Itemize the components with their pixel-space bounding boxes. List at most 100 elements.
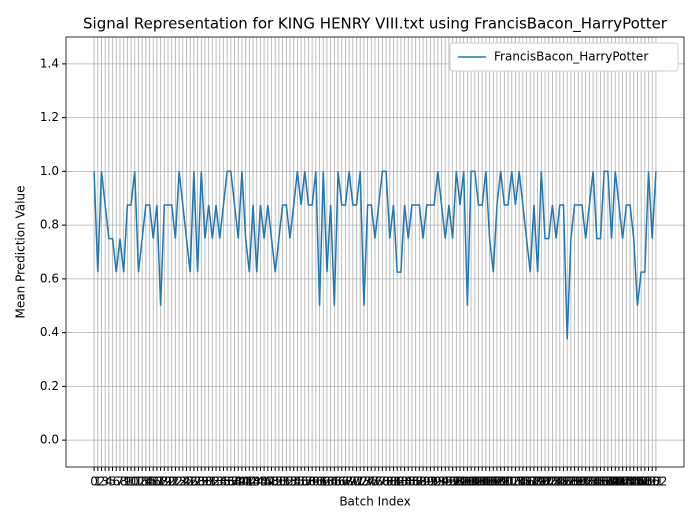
x-tick-label: 11 [127, 475, 142, 489]
x-tick-label: 65 [327, 475, 342, 489]
x-tick-label: 143 [611, 475, 634, 489]
x-tick-label: 47 [260, 475, 275, 489]
x-tick-label: 127 [552, 475, 575, 489]
x-tick-label: 81 [386, 475, 401, 489]
x-tick-label: 58 [301, 475, 316, 489]
x-tick-label: 128 [556, 475, 579, 489]
x-tick-label: 101 [456, 475, 479, 489]
x-tick-label: 140 [600, 475, 623, 489]
x-tick-label: 97 [445, 475, 460, 489]
x-tick-label: 135 [582, 475, 605, 489]
x-tick-label: 71 [349, 475, 364, 489]
x-tick-label: 91 [423, 475, 438, 489]
x-tick-label: 13 [135, 475, 150, 489]
x-tick-label: 76 [367, 475, 382, 489]
x-tick-label: 9 [124, 475, 132, 489]
x-tick-label: 139 [596, 475, 619, 489]
x-tick-label: 55 [290, 475, 305, 489]
x-tick-label: 7 [116, 475, 124, 489]
x-tick-label: 20 [160, 475, 175, 489]
y-tick-label: 1.2 [40, 110, 59, 124]
x-tick-label: 110 [489, 475, 512, 489]
x-tick-label: 96 [441, 475, 456, 489]
x-tick-label: 83 [393, 475, 408, 489]
x-tick-label: 49 [268, 475, 283, 489]
x-tick-label: 147 [626, 475, 649, 489]
x-tick-label: 6 [112, 475, 120, 489]
x-tick-label: 150 [637, 475, 660, 489]
x-tick-label: 39 [231, 475, 246, 489]
x-tick-label: 70 [345, 475, 360, 489]
x-tick-label: 59 [305, 475, 320, 489]
x-tick-label: 86 [404, 475, 419, 489]
x-tick-label: 121 [530, 475, 553, 489]
x-tick-label: 56 [293, 475, 308, 489]
y-tick-label: 0.0 [40, 433, 59, 447]
x-tick-label: 98 [449, 475, 464, 489]
x-tick-label: 25 [179, 475, 194, 489]
x-tick-label: 132 [571, 475, 594, 489]
x-tick-label: 72 [353, 475, 368, 489]
x-tick-label: 107 [478, 475, 501, 489]
x-tick-label: 60 [308, 475, 323, 489]
x-tick-label: 105 [471, 475, 494, 489]
x-tick-label: 89 [415, 475, 430, 489]
x-tick-label: 69 [341, 475, 356, 489]
x-tick-label: 80 [382, 475, 397, 489]
x-tick-label: 133 [574, 475, 597, 489]
x-tick-label: 31 [201, 475, 216, 489]
x-tick-label: 37 [223, 475, 238, 489]
x-tick-label: 115 [508, 475, 531, 489]
legend-label: FrancisBacon_HarryPotter [494, 50, 648, 64]
x-tick-label: 75 [364, 475, 379, 489]
x-tick-label: 53 [282, 475, 297, 489]
x-tick-label: 73 [356, 475, 371, 489]
x-tick-label: 87 [408, 475, 423, 489]
x-tick-label: 149 [633, 475, 656, 489]
x-tick-label: 95 [438, 475, 453, 489]
x-tick-label: 40 [234, 475, 249, 489]
x-tick-label: 117 [515, 475, 538, 489]
x-tick-label: 94 [434, 475, 449, 489]
x-tick-label: 34 [212, 475, 227, 489]
chart-title: Signal Representation for KING HENRY VII… [83, 15, 668, 34]
legend: FrancisBacon_HarryPotter [449, 42, 679, 72]
x-tick-label: 17 [149, 475, 164, 489]
x-tick-label: 138 [593, 475, 616, 489]
x-tick-label: 0 [90, 475, 98, 489]
x-tick-label: 82 [390, 475, 405, 489]
x-tick-label: 148 [630, 475, 653, 489]
x-tick-label: 44 [249, 475, 264, 489]
y-tick-label: 0.8 [40, 218, 59, 232]
x-tick-label: 46 [256, 475, 271, 489]
y-tick-label: 0.4 [40, 325, 59, 339]
x-tick-label: 61 [312, 475, 327, 489]
x-tick-label: 88 [412, 475, 427, 489]
x-tick-label: 8 [120, 475, 128, 489]
x-tick-label: 10 [123, 475, 138, 489]
x-tick-label: 111 [493, 475, 516, 489]
x-tick-label: 151 [641, 475, 664, 489]
x-tick-label: 124 [541, 475, 564, 489]
x-tick-label: 67 [334, 475, 349, 489]
data-line [93, 170, 657, 340]
x-tick-label: 16 [146, 475, 161, 489]
x-tick-label: 145 [619, 475, 642, 489]
x-axis-label: Batch Index [339, 495, 410, 509]
x-tick-label: 21 [164, 475, 179, 489]
x-tick-label: 104 [467, 475, 490, 489]
y-tick-label: 1.0 [40, 164, 59, 178]
x-tick-label: 78 [375, 475, 390, 489]
y-tick-label: 0.6 [40, 271, 59, 285]
x-tick-label: 84 [397, 475, 412, 489]
x-tick-label: 45 [253, 475, 268, 489]
legend-box [449, 42, 679, 72]
x-tick-label: 26 [183, 475, 198, 489]
x-tick-label: 28 [190, 475, 205, 489]
x-tick-label: 129 [559, 475, 582, 489]
x-tick-label: 146 [622, 475, 645, 489]
x-tick-label: 42 [242, 475, 257, 489]
x-tick-label: 36 [220, 475, 235, 489]
x-tick-label: 103 [463, 475, 486, 489]
